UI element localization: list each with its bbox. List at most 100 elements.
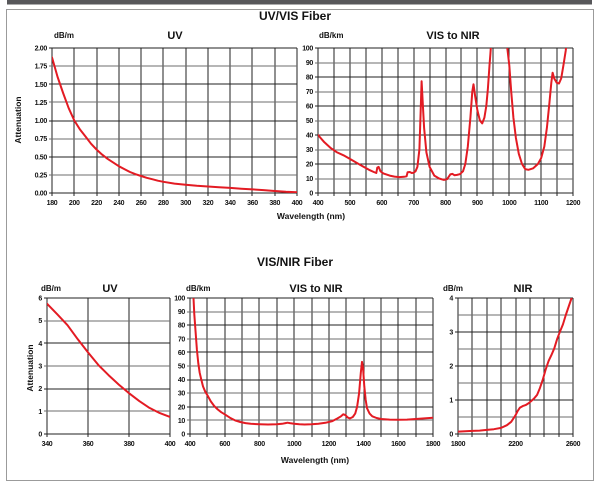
x-tick-label: 300	[180, 200, 191, 207]
y-tick-label: 20	[306, 162, 314, 169]
chart-uvvis_uv: 180 200 220 240 260 280 300 320 340 360 380 400 0.00…	[35, 46, 304, 208]
x-tick-label: 2600	[566, 441, 581, 448]
y-tick-label: 1	[449, 398, 453, 405]
y-tick-label: 4	[449, 296, 453, 303]
series-uvvis_visnir	[318, 48, 568, 181]
grid-visnir_uv	[44, 297, 171, 437]
y-tick-label: 0.75	[35, 136, 48, 143]
grid-uvvis_visnir	[315, 47, 574, 196]
y-tick-label: 60	[178, 350, 186, 357]
y-tick-label: 10	[306, 176, 314, 183]
y-tick-label: 1.75	[35, 64, 48, 71]
x-tick-label: 600	[219, 441, 230, 448]
y-tick-label: 1	[38, 409, 42, 416]
section-2-xlabel: Wavelength (nm)	[281, 455, 349, 465]
tick-labels-visnir_visnir: 400 600 800 1000 1200 1400 1600 1800 0 10 20 30 40 50…	[174, 296, 441, 449]
chart-uvvis_visnir: 400 500 600 700 800 900 1000 1100 1200 0 10 20 30 40 5…	[302, 46, 581, 208]
x-tick-label: 500	[344, 200, 355, 207]
x-tick-label: 1800	[451, 441, 466, 448]
y-tick-label: 4	[38, 341, 42, 348]
y-tick-label: 3	[38, 364, 42, 371]
y-tick-label: 40	[306, 133, 314, 140]
x-tick-label: 380	[269, 200, 280, 207]
y-tick-label: 1.25	[35, 100, 48, 107]
x-tick-label: 400	[165, 441, 176, 448]
x-tick-label: 400	[185, 441, 196, 448]
y-tick-label: 1.50	[35, 82, 48, 89]
chart-uvvis-visnir-unit: dB/km	[319, 31, 343, 40]
y-tick-label: 6	[38, 296, 42, 303]
tick-labels-visnir_nir: 1800 2200 2600 0 1 2 3 4	[449, 296, 580, 449]
chart-visnir-nir-title: NIR	[514, 283, 533, 295]
chart-visnir-nir-unit: dB/m	[443, 284, 463, 293]
y-tick-label: 90	[178, 309, 186, 316]
x-tick-label: 360	[247, 200, 258, 207]
x-tick-label: 1200	[322, 441, 337, 448]
charts-layer: 180 200 220 240 260 280 300 320 340 360 380 4000.00…	[35, 46, 581, 449]
x-tick-label: 180	[47, 200, 58, 207]
chart-uvvis-uv-title: UV	[167, 30, 183, 42]
y-tick-label: 2	[38, 386, 42, 393]
x-tick-label: 1600	[391, 441, 406, 448]
tick-labels-visnir_uv: 340 360 380 400 0 1 2 3 4 5 6	[38, 296, 176, 449]
x-tick-label: 1400	[356, 441, 371, 448]
tick-labels-uvvis_visnir: 400 500 600 700 800 900 1000 1100 1200 0 10 20 30 40 5…	[302, 46, 581, 208]
x-tick-label: 240	[113, 200, 124, 207]
x-tick-label: 220	[91, 200, 102, 207]
x-tick-label: 1200	[566, 200, 581, 207]
y-tick-label: 0.50	[35, 154, 48, 161]
section-1-xlabel: Wavelength (nm)	[277, 211, 345, 221]
series-visnir_visnir	[192, 298, 433, 426]
x-tick-label: 360	[83, 441, 94, 448]
section-1-title: UV/VIS Fiber	[259, 9, 331, 23]
y-tick-label: 80	[306, 75, 314, 82]
y-tick-label: 80	[178, 323, 186, 330]
chart-visnir_visnir: 400 600 800 1000 1200 1400 1600 1800 0 10 20 30 40 50…	[174, 296, 441, 449]
chart-uvvis-uv-unit: dB/m	[54, 31, 74, 40]
y-tick-label: 50	[306, 118, 314, 125]
chart-visnir-uv-unit: dB/m	[41, 284, 61, 293]
series-visnir_nir	[458, 298, 573, 433]
x-tick-label: 260	[136, 200, 147, 207]
top-rule	[7, 0, 592, 5]
section-1-ylabel: Attenuation	[13, 96, 23, 143]
x-tick-label: 1800	[426, 441, 441, 448]
y-tick-label: 1.00	[35, 118, 48, 125]
series-uvvis_uv	[52, 56, 297, 193]
x-tick-label: 320	[203, 200, 214, 207]
grid-uvvis_uv	[49, 47, 298, 196]
x-tick-label: 340	[42, 441, 53, 448]
y-tick-label: 3	[449, 330, 453, 337]
y-tick-label: 40	[178, 377, 186, 384]
chart-visnir_nir: 1800 2200 2600 0 1 2 3 4	[449, 296, 580, 449]
x-tick-label: 800	[254, 441, 265, 448]
x-tick-label: 1100	[534, 200, 548, 207]
x-tick-label: 700	[408, 200, 419, 207]
y-tick-label: 30	[178, 391, 186, 398]
x-tick-label: 400	[292, 200, 303, 207]
x-tick-label: 400	[313, 200, 324, 207]
x-tick-label: 600	[376, 200, 387, 207]
y-tick-label: 50	[178, 364, 186, 371]
series-visnir_uv	[47, 302, 170, 418]
chart-visnir-visnir-title: VIS to NIR	[289, 283, 342, 295]
section-2-ylabel: Attenuation	[25, 344, 35, 391]
y-tick-label: 0	[181, 432, 185, 439]
outer-border	[6, 9, 594, 481]
x-tick-label: 340	[225, 200, 236, 207]
x-tick-label: 280	[158, 200, 169, 207]
y-tick-label: 5	[38, 318, 42, 325]
x-tick-label: 2200	[508, 441, 523, 448]
x-tick-label: 1000	[287, 441, 302, 448]
y-tick-label: 2	[449, 364, 453, 371]
chart-visnir-visnir-unit: dB/km	[186, 284, 210, 293]
y-tick-label: 0.25	[35, 172, 48, 179]
y-tick-label: 0.00	[35, 191, 48, 198]
y-tick-label: 20	[178, 404, 186, 411]
grid-visnir_visnir	[187, 297, 434, 437]
y-tick-label: 30	[306, 147, 314, 154]
y-tick-label: 10	[178, 418, 186, 425]
x-tick-label: 1000	[502, 200, 517, 207]
